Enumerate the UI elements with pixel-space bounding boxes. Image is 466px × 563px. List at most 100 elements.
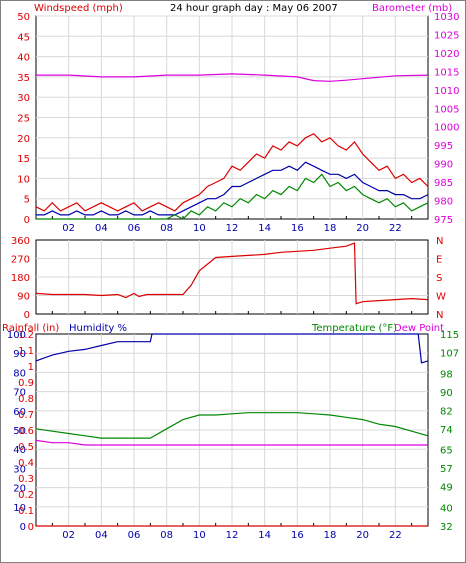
- climate-series-line-3: [35, 439, 428, 446]
- wind-series-line-2: [36, 173, 429, 220]
- wind-tick-label: 30: [17, 93, 30, 104]
- direction-tick-label: 0: [24, 310, 30, 321]
- x-tick-label: 14: [258, 530, 271, 541]
- x-tick-label: 14: [258, 223, 271, 234]
- compass-tick-label: N: [436, 310, 443, 321]
- climate-series-line-1: [35, 333, 429, 364]
- x-tick-label: 20: [356, 530, 369, 541]
- x-tick-label: 22: [389, 223, 402, 234]
- temp-tick-label: 65: [440, 446, 453, 457]
- rain-tick-label: 0: [28, 522, 34, 533]
- temp-tick-label: 98: [440, 369, 453, 380]
- rain-tick-label: 1: [28, 362, 34, 373]
- baro-tick-label: 1015: [434, 67, 459, 78]
- baro-tick-label: 1025: [434, 30, 459, 41]
- humidity-tick-label: 10: [13, 503, 26, 514]
- humidity-tick-label: 60: [13, 407, 26, 418]
- temp-tick-label: 32: [440, 522, 453, 533]
- wind-tick-label: 0: [24, 215, 30, 226]
- baro-tick-label: 1030: [434, 12, 459, 23]
- temp-tick-label: 49: [440, 483, 453, 494]
- humidity-tick-label: 70: [13, 388, 26, 399]
- rain-tick-label: 0.1: [18, 506, 34, 517]
- wind-series-line-3: [36, 73, 429, 82]
- x-tick-label: 04: [95, 223, 108, 234]
- temperature-label: Temperature (°F): [311, 323, 397, 334]
- climate-series-line-2: [35, 412, 429, 439]
- wind-tick-label: 15: [17, 154, 30, 165]
- direction-tick-label: 270: [11, 255, 30, 266]
- rain-tick-label: 0.3: [18, 474, 34, 485]
- baro-tick-label: 975: [434, 215, 453, 226]
- temp-tick-label: 90: [440, 388, 453, 399]
- temp-tick-label: 40: [440, 503, 453, 514]
- temp-tick-label: 107: [440, 349, 459, 360]
- x-tick-label: 12: [226, 223, 239, 234]
- x-tick-label: 06: [128, 223, 141, 234]
- x-tick-label: 06: [128, 530, 141, 541]
- rain-tick-label: 0.2: [18, 490, 34, 501]
- baro-tick-label: 985: [434, 178, 453, 189]
- x-tick-label: 12: [226, 530, 239, 541]
- wind-tick-label: 20: [17, 134, 30, 145]
- baro-tick-label: 1020: [434, 49, 459, 60]
- rain-tick-label: 0.5: [18, 442, 34, 453]
- wind-tick-label: 25: [17, 114, 30, 125]
- wind-series-line-1: [36, 161, 429, 216]
- compass-tick-label: S: [436, 273, 442, 284]
- wind-tick-label: 40: [17, 53, 30, 64]
- x-tick-label: 16: [291, 530, 304, 541]
- direction-tick-label: 180: [11, 273, 30, 284]
- barometer-axis-label: Barometer (mb): [372, 3, 452, 14]
- direction-series-line-0: [35, 242, 429, 305]
- wind-tick-label: 35: [17, 73, 30, 84]
- rain-tick-label: 0.7: [18, 410, 34, 421]
- rain-tick-label: 1.2: [18, 330, 34, 341]
- baro-tick-label: 980: [434, 197, 453, 208]
- humidity-tick-label: 50: [13, 426, 26, 437]
- baro-tick-label: 1005: [434, 104, 459, 115]
- humidity-tick-label: 0: [20, 522, 26, 533]
- rain-tick-label: 0.4: [18, 458, 34, 469]
- x-tick-label: 02: [62, 530, 75, 541]
- temp-tick-label: 74: [440, 425, 453, 436]
- x-tick-label: 22: [389, 530, 402, 541]
- x-tick-label: 02: [62, 223, 75, 234]
- baro-tick-label: 995: [434, 141, 453, 152]
- x-tick-label: 08: [160, 530, 173, 541]
- compass-tick-label: W: [436, 292, 446, 303]
- x-tick-label: 20: [356, 223, 369, 234]
- humidity-label: Humidity %: [69, 323, 127, 334]
- temp-tick-label: 115: [440, 330, 459, 341]
- rain-tick-label: 0.6: [18, 426, 34, 437]
- humidity-tick-label: 40: [13, 445, 26, 456]
- humidity-tick-label: 80: [13, 368, 26, 379]
- windspeed-axis-label: Windspeed (mph): [34, 3, 123, 14]
- wind-series-line-0: [35, 132, 429, 212]
- rain-tick-label: 0.9: [18, 378, 34, 389]
- x-tick-label: 10: [193, 223, 206, 234]
- wind-tick-label: 45: [17, 32, 30, 43]
- direction-tick-label: 360: [11, 236, 30, 247]
- wind-tick-label: 50: [17, 12, 30, 23]
- temp-tick-label: 57: [440, 464, 453, 475]
- rain-tick-label: 1.1: [18, 346, 34, 357]
- wind-tick-label: 5: [24, 195, 30, 206]
- humidity-tick-label: 90: [13, 349, 26, 360]
- humidity-tick-label: 20: [13, 484, 26, 495]
- x-tick-label: 08: [160, 223, 173, 234]
- humidity-tick-label: 100: [7, 330, 26, 341]
- x-tick-label: 10: [193, 530, 206, 541]
- baro-tick-label: 1000: [434, 123, 459, 134]
- humidity-tick-label: 30: [13, 464, 26, 475]
- dewpoint-label: Dew Point: [394, 323, 444, 334]
- x-tick-label: 18: [324, 223, 337, 234]
- compass-tick-label: N: [436, 236, 443, 247]
- baro-tick-label: 990: [434, 160, 453, 171]
- direction-tick-label: 90: [17, 292, 30, 303]
- wind-tick-label: 10: [17, 174, 30, 185]
- x-tick-label: 04: [95, 530, 108, 541]
- x-tick-label: 16: [291, 223, 304, 234]
- temp-tick-label: 82: [440, 406, 453, 417]
